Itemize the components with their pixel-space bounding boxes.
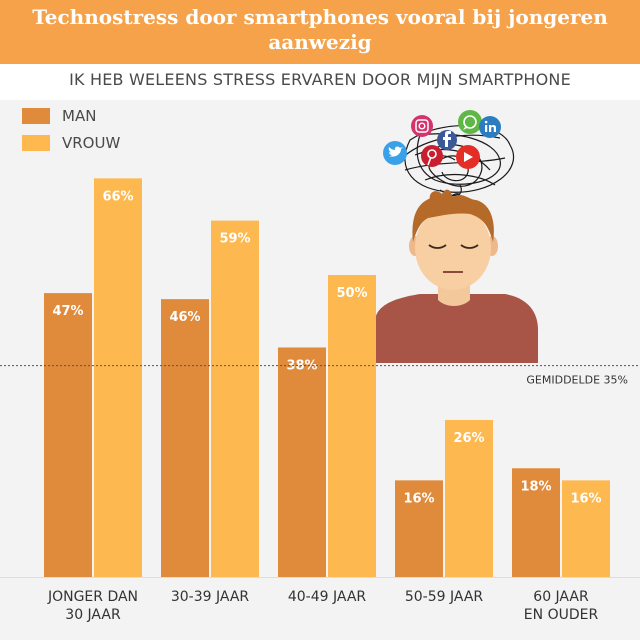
youtube-icon — [456, 145, 480, 169]
bar-vrouw-0 — [94, 178, 142, 578]
category-label: JONGER DAN 30 JAAR — [47, 589, 138, 623]
chart-area: MAN VROUW — [0, 100, 640, 640]
bar-man-4 — [512, 468, 560, 577]
bar-value-label: 16% — [570, 491, 601, 506]
legend-swatch-vrouw — [22, 135, 50, 151]
bar-man-0 — [44, 293, 92, 577]
person-hair — [412, 193, 494, 242]
category-label: 40-49 JAAR — [288, 589, 367, 605]
category-label: 30-39 JAAR — [171, 589, 250, 605]
bar-value-label: 26% — [453, 431, 484, 446]
bar-vrouw-1 — [211, 220, 259, 577]
bar-value-label: 66% — [102, 189, 133, 204]
bar-value-label: 16% — [403, 491, 434, 506]
pinterest-icon — [421, 145, 443, 167]
average-label: GEMIDDELDE 35% — [526, 374, 628, 387]
person-hair-tuft — [429, 189, 452, 200]
bar-value-label: 47% — [52, 304, 83, 319]
person-eye-left — [428, 244, 447, 249]
legend-item-vrouw: VROUW — [22, 134, 121, 152]
category-label-line: EN OUDER — [524, 607, 599, 623]
category-label-line: 40-49 JAAR — [288, 589, 367, 605]
category-label-line: JONGER DAN — [47, 589, 138, 605]
title-bar: Technostress door smartphones vooral bij… — [0, 0, 640, 64]
bar-man-1 — [161, 299, 209, 577]
person-face — [415, 206, 491, 290]
legend-swatch-man — [22, 108, 50, 124]
whatsapp-icon — [458, 110, 482, 134]
legend-label-vrouw: VROUW — [62, 134, 121, 152]
bar-man-2 — [278, 347, 326, 577]
linkedin-icon — [479, 116, 501, 138]
person-eye-right — [460, 244, 479, 249]
bar-value-label: 18% — [520, 479, 551, 494]
legend-item-man: MAN — [22, 107, 97, 125]
person-shoulders — [375, 294, 538, 363]
category-label-line: 30 JAAR — [65, 607, 121, 623]
bar-vrouw-4 — [562, 480, 610, 577]
chart-title: Technostress door smartphones vooral bij… — [32, 5, 608, 54]
bar-vrouw-3 — [445, 419, 493, 577]
bars-layer: 47%66%46%59%38%50%16%26%18%16% — [0, 178, 640, 578]
stressed-person-illustration — [375, 110, 538, 363]
twitter-icon — [383, 141, 407, 165]
scribble-cloud — [399, 125, 515, 201]
category-label-line: 60 JAAR — [533, 589, 589, 605]
bar-value-label: 46% — [169, 310, 200, 325]
average-layer: GEMIDDELDE 35% — [0, 365, 640, 387]
bar-man-3 — [395, 480, 443, 577]
chart-subtitle: IK HEB WELEENS STRESS ERVAREN DOOR MIJN … — [69, 70, 571, 89]
category-labels: JONGER DAN 30 JAAR 30-39 JAAR 40-49 JAAR 50-… — [47, 589, 599, 623]
bar-chart: 47%66%46%59%38%50%16%26%18%16% GEMIDDELD… — [0, 110, 640, 623]
bar-value-label: 50% — [336, 286, 367, 301]
instagram-icon — [411, 115, 433, 137]
bar-vrouw-2 — [328, 275, 376, 577]
category-label: 50-59 JAAR — [405, 589, 484, 605]
legend-label-man: MAN — [62, 107, 97, 125]
facebook-icon — [437, 130, 457, 150]
category-label-line: 50-59 JAAR — [405, 589, 484, 605]
category-label-line: 30-39 JAAR — [171, 589, 250, 605]
bar-value-label: 59% — [219, 232, 250, 247]
category-label: 60 JAAR EN OUDER — [524, 589, 599, 623]
